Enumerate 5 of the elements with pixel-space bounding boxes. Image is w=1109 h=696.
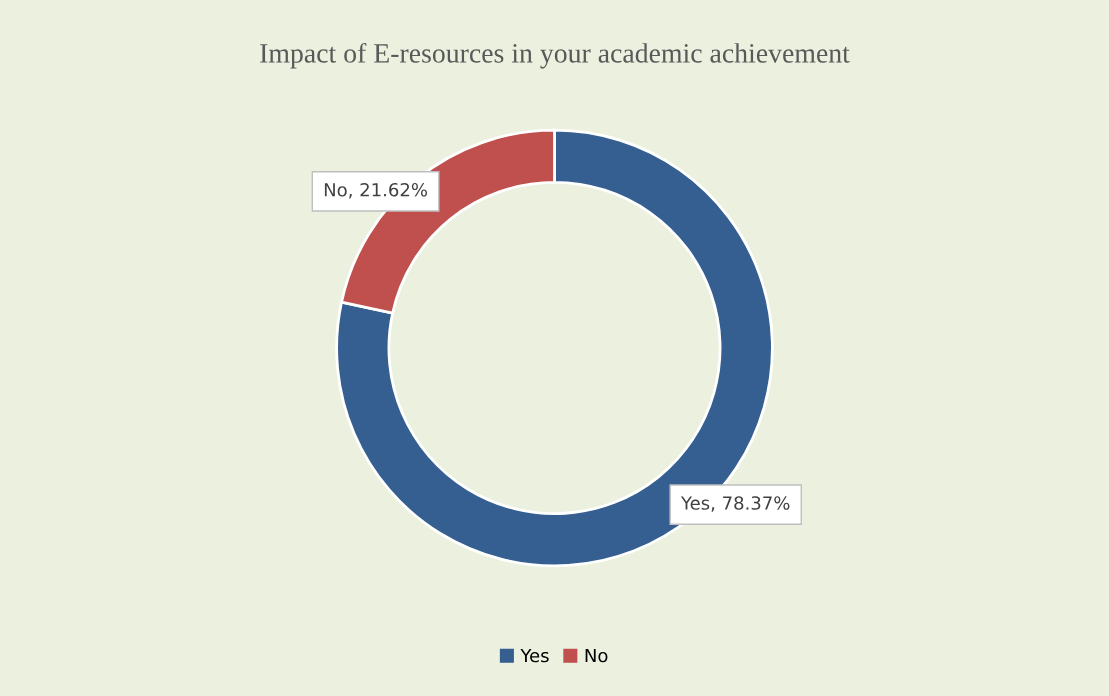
chart-title: Impact of E-resources in your academic achievement (260, 42, 850, 69)
legend-label: Yes (520, 648, 549, 663)
data-label: No, 21.62% (324, 182, 428, 199)
legend-label: No (585, 648, 608, 663)
data-label: Yes, 78.37% (680, 496, 790, 512)
